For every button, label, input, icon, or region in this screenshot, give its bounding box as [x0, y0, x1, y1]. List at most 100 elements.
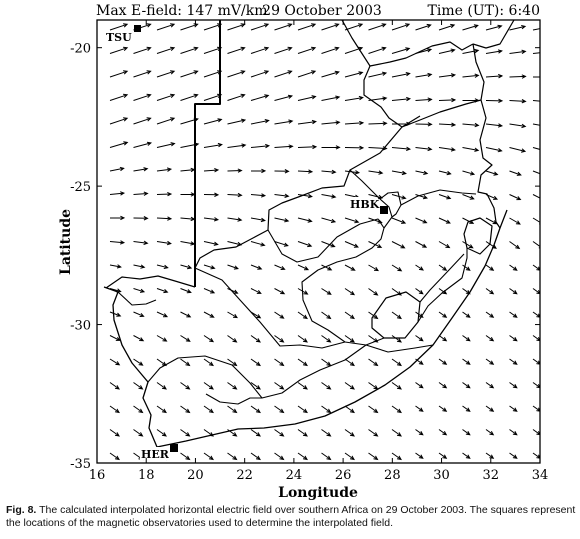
efield-arrow	[274, 335, 285, 343]
efield-arrow	[344, 241, 359, 248]
efield-arrow	[227, 405, 238, 414]
efield-arrow	[344, 120, 365, 126]
x-tick-label: 34	[532, 468, 549, 483]
y-tick-label: -20	[70, 42, 91, 57]
efield-arrow	[391, 121, 412, 127]
efield-arrow	[485, 452, 495, 459]
efield-arrow	[462, 405, 471, 412]
efield-arrow	[415, 358, 424, 365]
efield-arrow	[180, 192, 196, 197]
efield-arrow	[368, 170, 384, 175]
efield-arrow	[203, 23, 223, 31]
efield-arrow	[180, 382, 191, 390]
efield-arrow	[321, 46, 340, 54]
efield-arrow	[250, 94, 270, 101]
efield-arrows	[109, 23, 540, 461]
efield-arrow	[485, 288, 495, 295]
efield-arrow	[133, 191, 149, 196]
efield-arrow	[415, 264, 424, 271]
efield-arrow	[274, 119, 294, 125]
efield-arrow	[297, 452, 308, 461]
efield-arrow	[297, 217, 313, 223]
efield-arrow	[462, 382, 471, 389]
efield-arrow	[297, 70, 317, 78]
efield-arrow	[391, 96, 412, 102]
efield-arrow	[391, 217, 407, 224]
efield-arrow	[297, 241, 313, 248]
efield-arrow	[344, 170, 361, 175]
efield-arrow	[509, 335, 518, 342]
efield-arrow	[415, 335, 424, 342]
efield-arrow	[485, 241, 497, 249]
efield-arrow	[250, 429, 261, 437]
efield-arrow	[250, 452, 261, 461]
efield-arrow	[321, 217, 337, 223]
efield-arrow	[462, 264, 471, 271]
efield-arrow	[297, 95, 317, 101]
plot-frame	[96, 19, 541, 464]
efield-arrow	[532, 288, 540, 295]
efield-arrow	[532, 123, 540, 126]
efield-arrow	[297, 264, 310, 271]
efield-arrow	[321, 405, 332, 414]
efield-arrow	[344, 264, 356, 271]
efield-arrow	[532, 52, 540, 54]
x-tick-label: 26	[335, 468, 352, 483]
efield-arrow	[321, 95, 341, 101]
efield-arrow	[156, 335, 168, 342]
efield-arrow	[509, 49, 527, 55]
efield-arrow	[180, 241, 196, 246]
efield-arrow	[109, 240, 126, 245]
efield-arrow	[415, 405, 424, 412]
map-layer	[103, 20, 515, 448]
efield-arrow	[509, 358, 518, 365]
efield-arrow	[532, 76, 540, 78]
efield-arrow	[156, 429, 167, 437]
efield-arrow	[274, 217, 290, 223]
efield-arrow	[415, 311, 424, 318]
efield-arrow	[344, 46, 364, 54]
efield-arrow	[109, 23, 129, 31]
efield-arrow	[532, 452, 540, 459]
efield-arrow	[368, 241, 383, 248]
efield-arrow	[133, 216, 149, 221]
province-border-8	[365, 344, 434, 353]
y-axis-title: Latitude	[58, 209, 74, 275]
efield-arrow	[297, 23, 317, 31]
border-zimbabwe-east	[472, 43, 485, 101]
efield-arrow	[368, 264, 379, 272]
efield-arrow	[415, 146, 433, 152]
efield-arrow	[532, 217, 540, 225]
efield-arrow	[203, 142, 223, 148]
efield-arrow	[227, 288, 239, 294]
efield-arrow	[438, 358, 448, 365]
efield-arrow	[368, 429, 379, 437]
efield-arrow	[156, 70, 176, 78]
efield-arrow	[109, 264, 122, 269]
efield-arrow	[109, 429, 120, 437]
efield-arrow	[180, 335, 191, 342]
efield-arrow	[250, 168, 267, 174]
efield-arrow	[297, 429, 308, 437]
efield-arrow	[368, 71, 388, 78]
efield-arrow	[274, 452, 285, 461]
province-border-4	[400, 189, 477, 206]
border-mozambique	[477, 99, 501, 229]
province-border-3	[349, 169, 381, 200]
x-tick-label: 22	[236, 468, 253, 483]
figure-caption: Fig. 8. The calculated interpolated hori…	[6, 504, 578, 530]
efield-arrow	[462, 217, 475, 224]
efield-arrow	[485, 311, 495, 318]
efield-arrow	[297, 46, 317, 54]
efield-arrow	[156, 264, 169, 269]
efield-arrow	[250, 288, 262, 294]
province-border-6	[417, 248, 468, 323]
efield-arrow	[462, 147, 480, 152]
border-zimbabwe-sa	[401, 99, 482, 128]
efield-arrow	[368, 405, 379, 414]
efield-arrow	[438, 311, 448, 318]
efield-arrow	[532, 311, 540, 318]
efield-arrow	[227, 93, 246, 101]
efield-arrow	[250, 193, 267, 198]
coastline-south-africa	[103, 209, 508, 448]
